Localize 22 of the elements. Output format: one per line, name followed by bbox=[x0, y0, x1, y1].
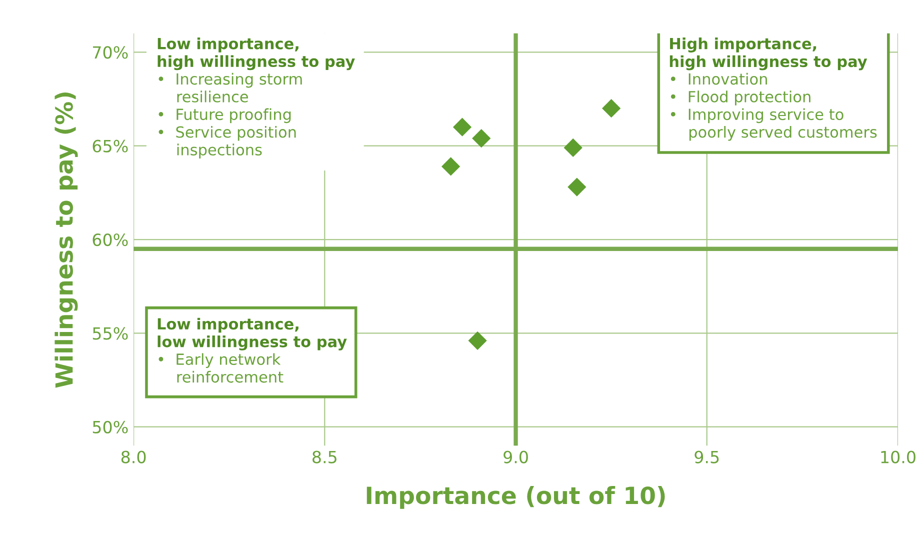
y-tick-label: 55% bbox=[92, 327, 128, 340]
x-tick-label: 10.0 bbox=[881, 450, 916, 464]
x-tick-label: 9.5 bbox=[694, 450, 719, 464]
y-tick-label: 65% bbox=[92, 140, 128, 152]
y-axis-title: Willingness to pay (%) bbox=[54, 92, 78, 388]
x-tick-label: 8.0 bbox=[121, 450, 146, 464]
y-tick-label: 60% bbox=[92, 233, 128, 246]
annotation: Low importance, low willingness to pay • Early network reinforcement bbox=[158, 318, 347, 383]
point bbox=[602, 99, 621, 118]
x-tick-label: 8.5 bbox=[312, 450, 336, 464]
annotation: Low importance, high willingness to pay • Increasing storm resilience • Future proofing • Service position inspections bbox=[158, 38, 355, 158]
point bbox=[468, 331, 487, 350]
annotation: High importance, high willingness to pay • Innovation • Flood protection • Improving service to poorly served customers bbox=[670, 38, 877, 141]
x-tick-label: 9.0 bbox=[504, 450, 528, 464]
x-axis-title: Importance (out of 10) bbox=[366, 486, 665, 509]
point bbox=[568, 178, 586, 196]
point bbox=[441, 157, 460, 176]
point bbox=[564, 138, 582, 158]
y-tick-label: 70% bbox=[93, 46, 128, 59]
y-tick-label: 50% bbox=[92, 420, 128, 434]
point bbox=[472, 129, 491, 148]
point bbox=[452, 118, 472, 136]
